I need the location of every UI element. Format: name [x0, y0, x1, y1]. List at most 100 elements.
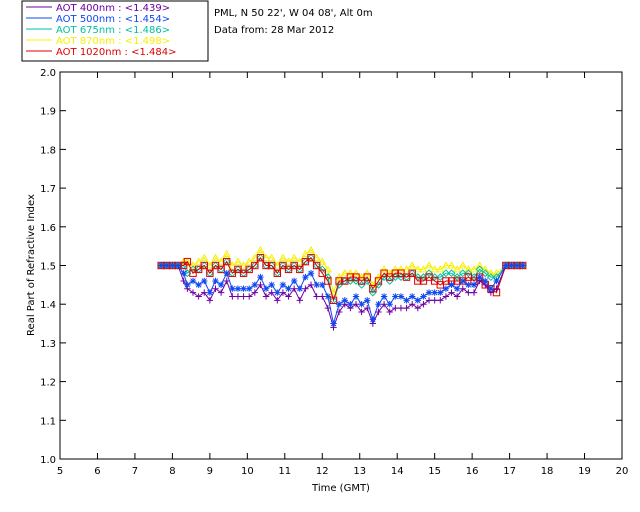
data-point — [476, 273, 483, 281]
data-point — [217, 265, 225, 274]
data-point — [290, 253, 299, 261]
y-tick-label: 1.3 — [40, 339, 56, 350]
data-point — [217, 257, 226, 265]
data-point — [358, 301, 365, 308]
x-tick-label: 18 — [541, 466, 554, 477]
data-point — [492, 269, 501, 277]
data-point — [211, 261, 220, 270]
data-point — [493, 277, 500, 285]
data-point — [189, 269, 197, 277]
data-point — [267, 261, 276, 270]
data-point — [201, 277, 208, 285]
data-point — [374, 272, 383, 281]
data-point — [369, 316, 377, 323]
data-point — [453, 265, 462, 273]
data-point — [403, 304, 410, 312]
data-point — [302, 285, 309, 292]
legend-label: AOT 1020nm : <1.484> — [56, 47, 176, 58]
data-point — [403, 297, 410, 304]
x-tick-label: 20 — [616, 466, 629, 477]
data-point — [189, 277, 197, 285]
y-tick-label: 1.0 — [40, 455, 56, 466]
data-point — [274, 289, 281, 296]
site-info: PML, N 50 22', W 04 08', Alt 0m — [214, 8, 373, 19]
data-point — [180, 270, 187, 277]
legend-label: AOT 400nm : <1.439> — [56, 3, 170, 14]
x-tick-label: 7 — [132, 466, 138, 477]
data-point — [441, 261, 450, 269]
data-point — [319, 281, 326, 289]
data-point — [234, 293, 242, 300]
x-tick-label: 15 — [428, 466, 441, 477]
data-point — [346, 269, 355, 277]
data-point — [442, 277, 450, 285]
data-point — [414, 304, 422, 312]
data-point — [419, 265, 428, 273]
data-point — [245, 265, 253, 274]
data-point — [430, 265, 439, 273]
data-point — [340, 269, 349, 277]
data-point — [453, 273, 462, 282]
data-point — [223, 277, 230, 285]
data-point — [436, 273, 445, 282]
data-point — [408, 293, 416, 300]
data-point — [223, 257, 231, 266]
data-point — [206, 297, 214, 304]
data-point — [296, 285, 303, 292]
data-point — [375, 308, 382, 316]
x-tick-label: 10 — [241, 466, 254, 477]
data-point — [470, 289, 478, 296]
data-point — [251, 261, 259, 270]
data-point — [250, 253, 259, 261]
data-point — [278, 253, 287, 261]
y-tick-label: 1.7 — [40, 184, 56, 195]
data-point — [307, 254, 315, 262]
data-point — [262, 285, 270, 292]
data-point — [194, 265, 203, 274]
data-point — [386, 273, 394, 281]
data-point — [425, 269, 433, 278]
data-point — [419, 277, 428, 285]
data-point — [206, 289, 214, 296]
data-point — [194, 257, 203, 265]
y-tick-label: 1.9 — [40, 107, 56, 118]
data-point — [290, 261, 298, 270]
data-point — [357, 277, 366, 285]
legend-label: AOT 500nm : <1.454> — [56, 14, 170, 25]
data-point — [341, 277, 349, 285]
data-point — [324, 293, 332, 300]
data-point — [352, 301, 360, 308]
data-point — [436, 281, 444, 289]
data-point — [402, 265, 411, 273]
data-point — [380, 293, 388, 300]
data-point — [223, 270, 230, 277]
data-point — [324, 277, 332, 285]
data-point — [347, 301, 354, 308]
data-point — [318, 269, 326, 277]
data-point — [296, 297, 303, 304]
data-point — [301, 249, 310, 257]
data-point — [251, 289, 259, 296]
data-point — [453, 293, 461, 300]
x-axis: 5 6 7 8 9 10 11 12 13 14 15 16 17 18 19 20 — [57, 72, 629, 477]
data-point — [329, 296, 338, 305]
data-point — [375, 301, 382, 308]
data-point — [217, 289, 225, 296]
data-point — [425, 289, 433, 296]
data-point — [441, 269, 450, 278]
data-point — [240, 293, 247, 300]
plot-frame — [59, 71, 623, 460]
data-point — [369, 285, 377, 293]
data-point — [397, 293, 405, 300]
data-point — [183, 257, 192, 266]
data-point — [364, 297, 371, 304]
data-point — [251, 281, 259, 289]
data-point — [307, 281, 315, 289]
y-tick-label: 1.2 — [40, 378, 56, 389]
data-point — [268, 289, 275, 296]
data-point — [189, 289, 197, 296]
data-point — [285, 285, 292, 292]
data-point — [257, 273, 264, 281]
data-point — [312, 261, 321, 270]
